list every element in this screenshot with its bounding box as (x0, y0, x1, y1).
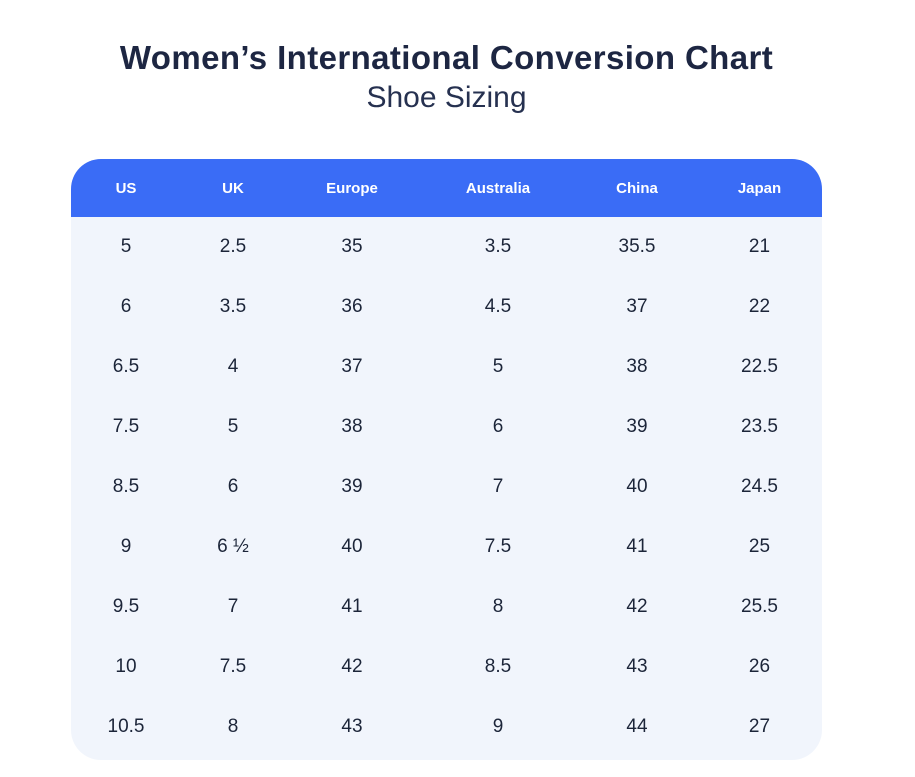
table-cell: 6 (181, 457, 285, 517)
table-cell: 4 (181, 337, 285, 397)
table-cell: 10 (71, 637, 181, 697)
table-cell: 7.5 (419, 517, 577, 577)
column-header-australia: Australia (419, 159, 577, 217)
page-subtitle: Shoe Sizing (366, 81, 527, 114)
table-row: 8.5 6 39 7 40 24.5 (71, 457, 822, 517)
table-cell: 35.5 (577, 217, 697, 277)
table-cell: 7 (181, 577, 285, 637)
table-cell: 3.5 (181, 277, 285, 337)
table-cell: 10.5 (71, 697, 181, 760)
table-cell: 7 (419, 457, 577, 517)
table-cell: 27 (697, 697, 822, 760)
table-cell: 5 (419, 337, 577, 397)
table-cell: 9.5 (71, 577, 181, 637)
column-header-china: China (577, 159, 697, 217)
column-header-uk: UK (181, 159, 285, 217)
table-cell: 38 (285, 397, 419, 457)
table-cell: 7.5 (181, 637, 285, 697)
table-cell: 8 (419, 577, 577, 637)
table-row: 9.5 7 41 8 42 25.5 (71, 577, 822, 637)
table-cell: 43 (285, 697, 419, 760)
table-cell: 3.5 (419, 217, 577, 277)
shoe-size-conversion-table: US UK Europe Australia China Japan 5 2.5 3… (71, 159, 822, 760)
table-cell: 6 (419, 397, 577, 457)
table-cell: 6.5 (71, 337, 181, 397)
column-header-europe: Europe (285, 159, 419, 217)
table-cell: 35 (285, 217, 419, 277)
table-cell: 9 (419, 697, 577, 760)
table-cell: 9 (71, 517, 181, 577)
table-row: 10.5 8 43 9 44 27 (71, 697, 822, 760)
table-cell: 6 ½ (181, 517, 285, 577)
table-cell: 42 (285, 637, 419, 697)
table-row: 6 3.5 36 4.5 37 22 (71, 277, 822, 337)
table-cell: 25.5 (697, 577, 822, 637)
table-cell: 39 (285, 457, 419, 517)
table-header-row: US UK Europe Australia China Japan (71, 159, 822, 217)
table-cell: 41 (577, 517, 697, 577)
table-row: 7.5 5 38 6 39 23.5 (71, 397, 822, 457)
table-cell: 6 (71, 277, 181, 337)
table-cell: 40 (285, 517, 419, 577)
table-cell: 22 (697, 277, 822, 337)
column-header-us: US (71, 159, 181, 217)
table-cell: 5 (71, 217, 181, 277)
table-cell: 23.5 (697, 397, 822, 457)
table-cell: 8.5 (419, 637, 577, 697)
table-cell: 26 (697, 637, 822, 697)
table-cell: 8.5 (71, 457, 181, 517)
table-cell: 7.5 (71, 397, 181, 457)
table-cell: 40 (577, 457, 697, 517)
table-row: 10 7.5 42 8.5 43 26 (71, 637, 822, 697)
table-row: 6.5 4 37 5 38 22.5 (71, 337, 822, 397)
table-cell: 24.5 (697, 457, 822, 517)
column-header-japan: Japan (697, 159, 822, 217)
table-cell: 37 (577, 277, 697, 337)
table-cell: 25 (697, 517, 822, 577)
table-header: US UK Europe Australia China Japan (71, 159, 822, 217)
table-cell: 37 (285, 337, 419, 397)
table-cell: 36 (285, 277, 419, 337)
table-cell: 5 (181, 397, 285, 457)
table-cell: 4.5 (419, 277, 577, 337)
table-cell: 44 (577, 697, 697, 760)
page-title: Women’s International Conversion Chart (119, 39, 774, 76)
table-cell: 38 (577, 337, 697, 397)
page-container: Women’s International Conversion Chart S… (71, 0, 822, 760)
table-cell: 2.5 (181, 217, 285, 277)
table-cell: 39 (577, 397, 697, 457)
table-cell: 42 (577, 577, 697, 637)
table-row: 5 2.5 35 3.5 35.5 21 (71, 217, 822, 277)
table-body: 5 2.5 35 3.5 35.5 21 6 3.5 36 4.5 37 22 6.5 4 37 5 38 22.… (71, 217, 822, 760)
table-cell: 22.5 (697, 337, 822, 397)
table-cell: 21 (697, 217, 822, 277)
table-cell: 8 (181, 697, 285, 760)
table-cell: 43 (577, 637, 697, 697)
table-cell: 41 (285, 577, 419, 637)
